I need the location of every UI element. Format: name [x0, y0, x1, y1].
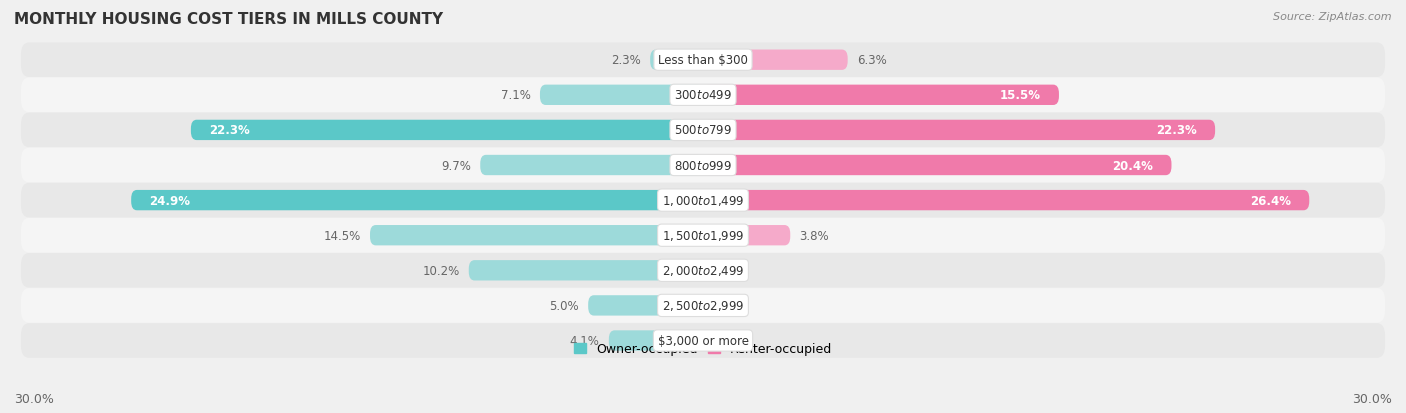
Text: $500 to $799: $500 to $799 — [673, 124, 733, 137]
Text: 10.2%: 10.2% — [422, 264, 460, 277]
Text: $2,500 to $2,999: $2,500 to $2,999 — [662, 299, 744, 313]
Text: $1,000 to $1,499: $1,000 to $1,499 — [662, 194, 744, 208]
Text: 26.4%: 26.4% — [1250, 194, 1291, 207]
FancyBboxPatch shape — [703, 190, 1309, 211]
Text: 15.5%: 15.5% — [1000, 89, 1040, 102]
Text: 9.7%: 9.7% — [441, 159, 471, 172]
FancyBboxPatch shape — [703, 121, 1215, 141]
FancyBboxPatch shape — [481, 155, 703, 176]
FancyBboxPatch shape — [21, 148, 1385, 183]
FancyBboxPatch shape — [21, 288, 1385, 323]
Text: 2.3%: 2.3% — [612, 54, 641, 67]
FancyBboxPatch shape — [588, 296, 703, 316]
Text: 20.4%: 20.4% — [1112, 159, 1153, 172]
FancyBboxPatch shape — [703, 85, 1059, 106]
Text: 0.0%: 0.0% — [713, 299, 742, 312]
Legend: Owner-occupied, Renter-occupied: Owner-occupied, Renter-occupied — [568, 337, 838, 361]
FancyBboxPatch shape — [21, 323, 1385, 358]
Text: Source: ZipAtlas.com: Source: ZipAtlas.com — [1274, 12, 1392, 22]
FancyBboxPatch shape — [468, 261, 703, 281]
Text: $300 to $499: $300 to $499 — [673, 89, 733, 102]
Text: $3,000 or more: $3,000 or more — [658, 334, 748, 347]
FancyBboxPatch shape — [21, 78, 1385, 113]
Text: $800 to $999: $800 to $999 — [673, 159, 733, 172]
Text: 6.3%: 6.3% — [856, 54, 887, 67]
Text: MONTHLY HOUSING COST TIERS IN MILLS COUNTY: MONTHLY HOUSING COST TIERS IN MILLS COUN… — [14, 12, 443, 27]
Text: $1,500 to $1,999: $1,500 to $1,999 — [662, 229, 744, 242]
FancyBboxPatch shape — [703, 155, 1171, 176]
FancyBboxPatch shape — [703, 225, 790, 246]
Text: 4.1%: 4.1% — [569, 334, 599, 347]
FancyBboxPatch shape — [191, 121, 703, 141]
FancyBboxPatch shape — [700, 261, 709, 281]
Text: 24.9%: 24.9% — [149, 194, 191, 207]
Text: 0.1%: 0.1% — [714, 264, 744, 277]
Text: 22.3%: 22.3% — [209, 124, 250, 137]
FancyBboxPatch shape — [21, 43, 1385, 78]
Text: 30.0%: 30.0% — [1353, 392, 1392, 405]
FancyBboxPatch shape — [21, 218, 1385, 253]
FancyBboxPatch shape — [21, 254, 1385, 288]
Text: 7.1%: 7.1% — [501, 89, 531, 102]
FancyBboxPatch shape — [650, 50, 703, 71]
FancyBboxPatch shape — [21, 113, 1385, 148]
Text: 3.8%: 3.8% — [800, 229, 830, 242]
FancyBboxPatch shape — [540, 85, 703, 106]
Text: 30.0%: 30.0% — [14, 392, 53, 405]
Text: 0.0%: 0.0% — [713, 334, 742, 347]
FancyBboxPatch shape — [703, 50, 848, 71]
Text: 5.0%: 5.0% — [550, 299, 579, 312]
FancyBboxPatch shape — [370, 225, 703, 246]
FancyBboxPatch shape — [131, 190, 703, 211]
FancyBboxPatch shape — [21, 183, 1385, 218]
Text: 22.3%: 22.3% — [1156, 124, 1197, 137]
Text: Less than $300: Less than $300 — [658, 54, 748, 67]
Text: $2,000 to $2,499: $2,000 to $2,499 — [662, 263, 744, 278]
Text: 14.5%: 14.5% — [323, 229, 361, 242]
FancyBboxPatch shape — [609, 330, 703, 351]
